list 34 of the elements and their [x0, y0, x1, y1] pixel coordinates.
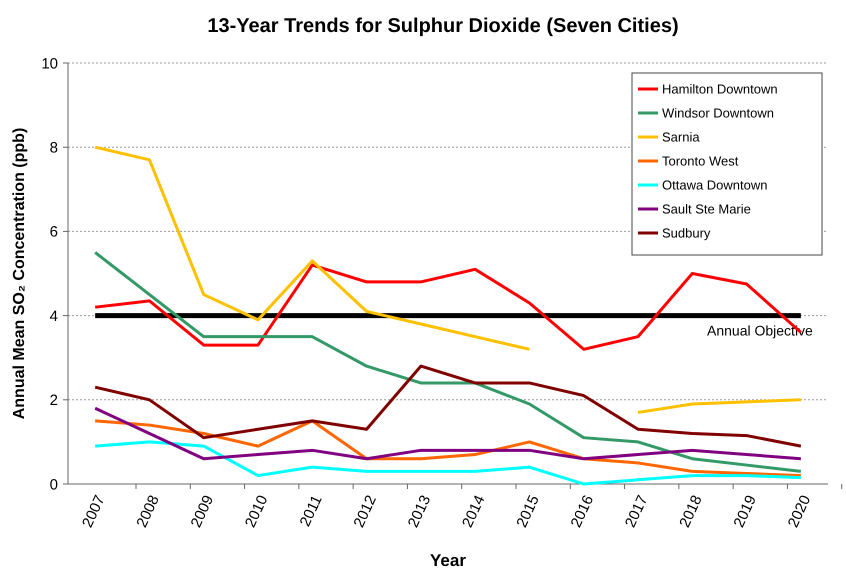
line-series — [94, 364, 802, 448]
legend-label: Sault Ste Marie — [662, 202, 751, 217]
x-axis-title: Year — [430, 551, 466, 570]
x-tick-label: 2012 — [350, 492, 380, 530]
line-series — [94, 406, 802, 460]
y-tick-label: 4 — [50, 308, 58, 325]
x-tick-label: 2013 — [404, 492, 434, 530]
line-series — [94, 440, 802, 486]
legend-label: Toronto West — [662, 154, 739, 169]
x-tick-label: 2017 — [622, 492, 652, 530]
x-tick-label: 2009 — [188, 492, 218, 530]
y-tick-label: 0 — [50, 476, 58, 494]
y-tick-label: 2 — [50, 392, 58, 410]
x-tick-label: 2008 — [133, 492, 163, 530]
legend-label: Ottawa Downtown — [662, 178, 768, 193]
x-tick-label: 2007 — [79, 492, 109, 530]
y-tick-label: 8 — [50, 139, 58, 156]
x-tick-label: 2011 — [296, 492, 326, 530]
x-tick-label: 2016 — [568, 492, 598, 530]
x-tick-label: 2014 — [459, 492, 489, 530]
x-tick-label: 2019 — [730, 492, 760, 530]
legend-label: Hamilton Downtown — [662, 82, 778, 97]
legend-label: Sarnia — [662, 130, 700, 145]
x-tick-label: 2020 — [784, 492, 814, 530]
legend-label: Windsor Downtown — [662, 106, 774, 121]
x-tick-label: 2015 — [513, 492, 543, 530]
y-tick-label: 10 — [41, 55, 58, 72]
chart-title: 13-Year Trends for Sulphur Dioxide (Seven Cities) — [207, 15, 679, 37]
x-tick-label: 2018 — [676, 492, 706, 530]
legend-label: Sudbury — [662, 226, 711, 241]
x-tick-label: 2010 — [242, 492, 272, 530]
y-axis-title: Annual Mean SO₂ Concentration (ppb) — [11, 128, 28, 420]
ref-line-label: Annual Objective — [707, 322, 814, 339]
y-tick-label: 6 — [50, 224, 58, 241]
